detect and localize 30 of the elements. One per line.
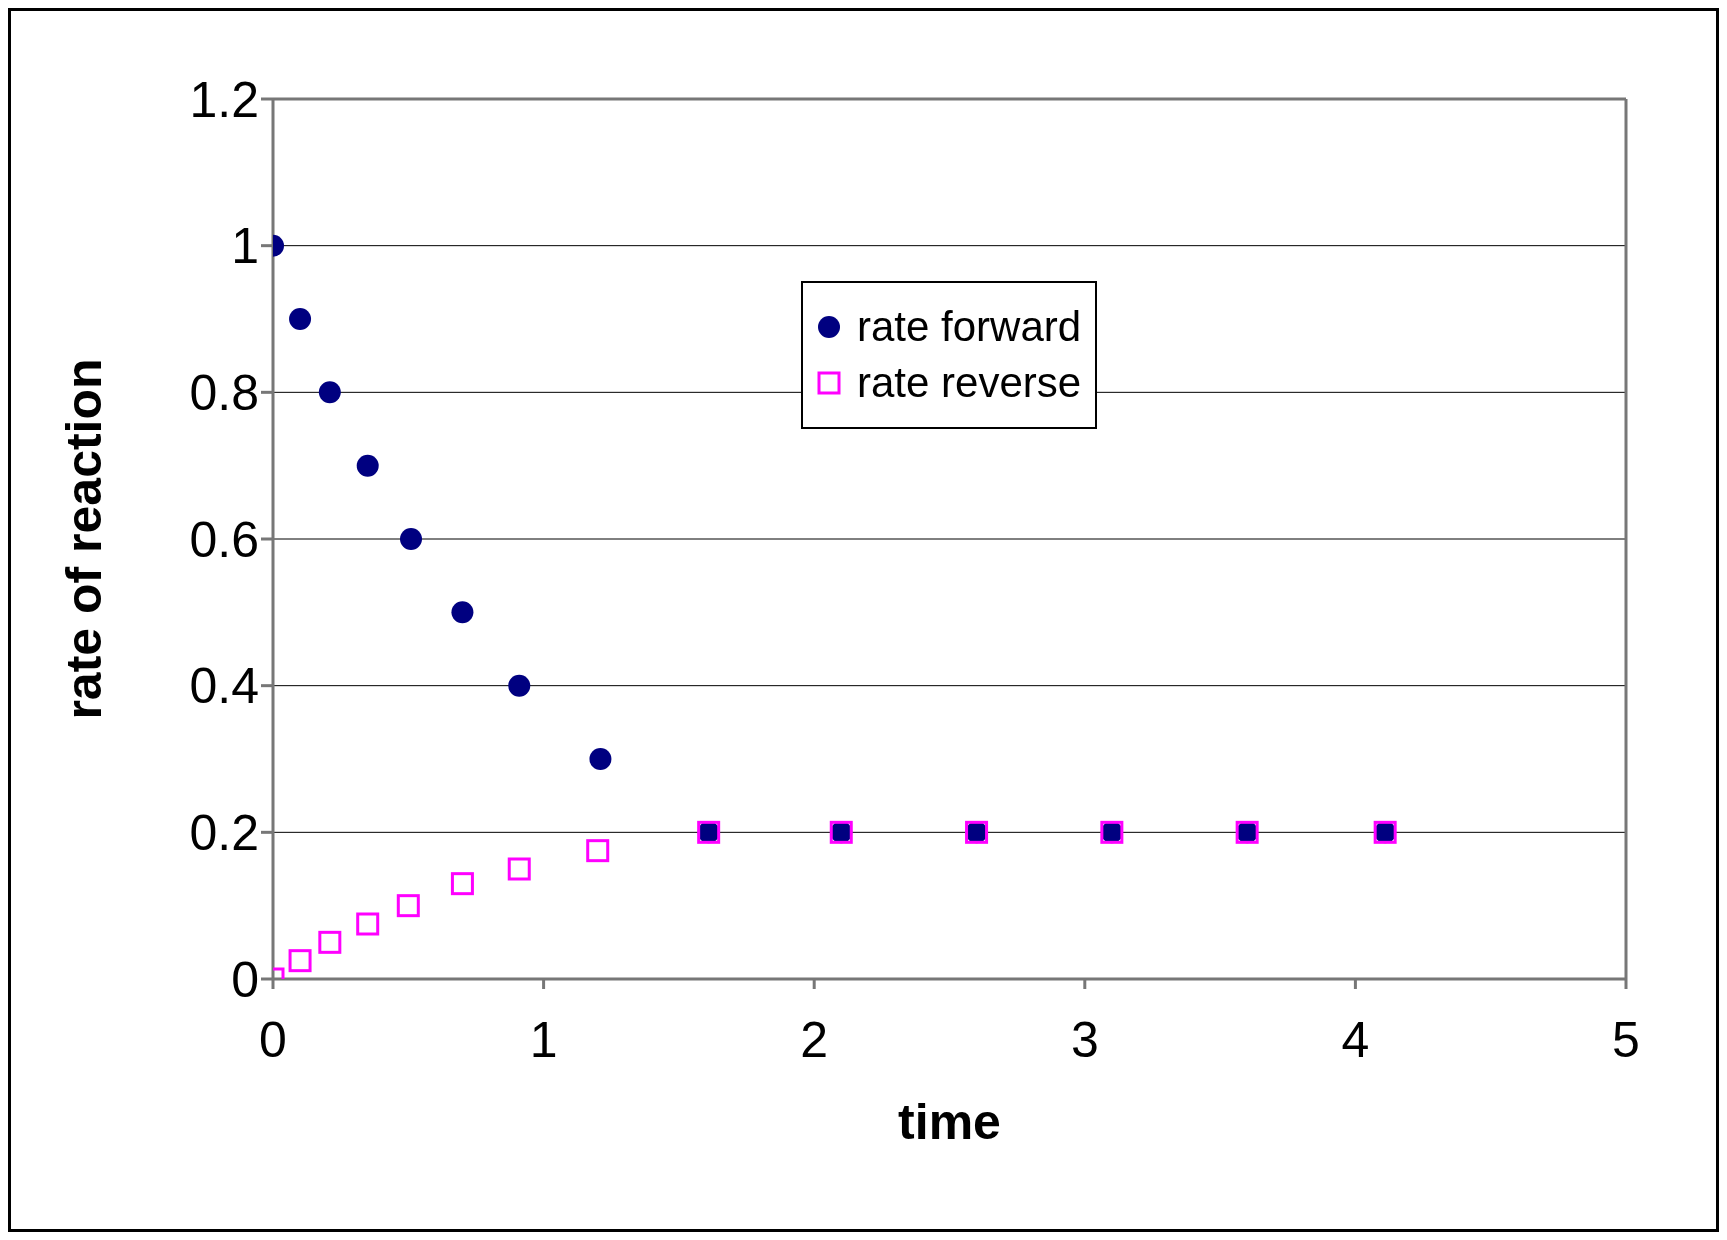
- y-tick-label: 1.2: [189, 71, 259, 128]
- y-tick-label: 0.2: [189, 805, 259, 862]
- point: [318, 381, 341, 404]
- point: [451, 601, 474, 624]
- y-tick-label: 0.4: [189, 658, 259, 715]
- legend-label: rate forward: [857, 303, 1082, 351]
- point: [589, 748, 612, 770]
- x-tick-label: 5: [1612, 1011, 1640, 1068]
- x-axis-title: time: [898, 1094, 1001, 1150]
- point: [289, 308, 312, 330]
- x-tick-label: 2: [800, 1011, 829, 1068]
- point: [318, 930, 342, 954]
- y-tick-label: 0.6: [189, 511, 259, 568]
- point: [356, 454, 379, 477]
- point: [508, 674, 531, 697]
- y-tick-label: 1: [231, 218, 259, 275]
- point: [507, 857, 531, 881]
- point: [288, 949, 312, 973]
- point: [356, 912, 380, 936]
- legend-label: rate reverse: [857, 359, 1082, 407]
- y-axis-title: rate of reaction: [55, 358, 112, 720]
- point: [396, 894, 420, 918]
- point: [400, 528, 423, 550]
- x-tick-label: 3: [1070, 1011, 1099, 1068]
- y-tick-label: 0.8: [189, 365, 259, 422]
- point: [586, 839, 610, 863]
- x-tick-label: 4: [1341, 1011, 1370, 1068]
- y-tick-label: 0: [231, 951, 259, 1008]
- x-tick-label: 1: [529, 1011, 558, 1068]
- point: [450, 872, 474, 896]
